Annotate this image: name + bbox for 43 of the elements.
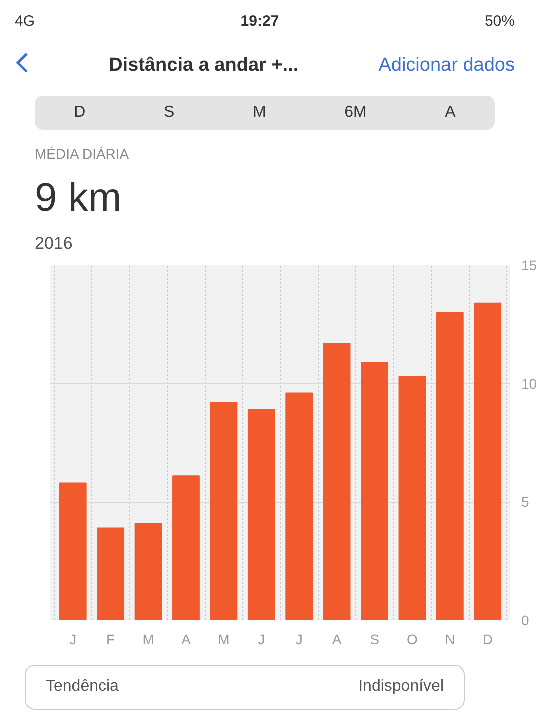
x-tick-label: A [182,632,192,648]
text: Indisponível [358,677,444,697]
x-tick-label: A [332,632,342,648]
x-tick-label: J [70,632,77,648]
text: M [252,102,266,123]
chart-title: Distância a andar +... [109,54,299,78]
text: 50% [484,12,515,32]
text: 6M [344,102,367,123]
y-tick-label: 5 [522,494,530,510]
x-tick-label: J [258,632,266,648]
x-tick-label: M [218,632,230,648]
x-tick-label: S [370,632,380,648]
bar [398,376,426,620]
y-tick-label: 0 [522,612,530,628]
x-tick-label: M [142,632,154,648]
x-tick-label: F [106,632,116,648]
text: 9 km [35,175,123,222]
bar [474,302,502,620]
text: D [74,102,86,123]
chart-subtitle: MÉDIA DIÁRIA [35,145,130,164]
text: 19:27 [240,12,280,32]
bar [59,482,87,620]
x-tick-label: N [445,632,456,648]
bar [97,528,125,620]
bar [286,392,314,620]
bar [436,312,464,620]
x-tick-label: J [296,632,303,648]
text: A [445,102,456,123]
y-tick-label: 15 [522,258,538,274]
text: S [164,102,175,123]
text: Adicionar dados [378,54,515,78]
x-tick-label: O [407,632,418,648]
bar [134,522,162,620]
text: 2016 [35,232,74,255]
bar [248,409,276,620]
bar [323,343,351,620]
bar [210,402,238,620]
x-tick-label: D [482,632,493,648]
text: Tendência [46,677,119,697]
bar [361,362,388,620]
bar [172,476,200,620]
text: 4G [15,12,36,32]
y-tick-label: 10 [522,376,538,392]
